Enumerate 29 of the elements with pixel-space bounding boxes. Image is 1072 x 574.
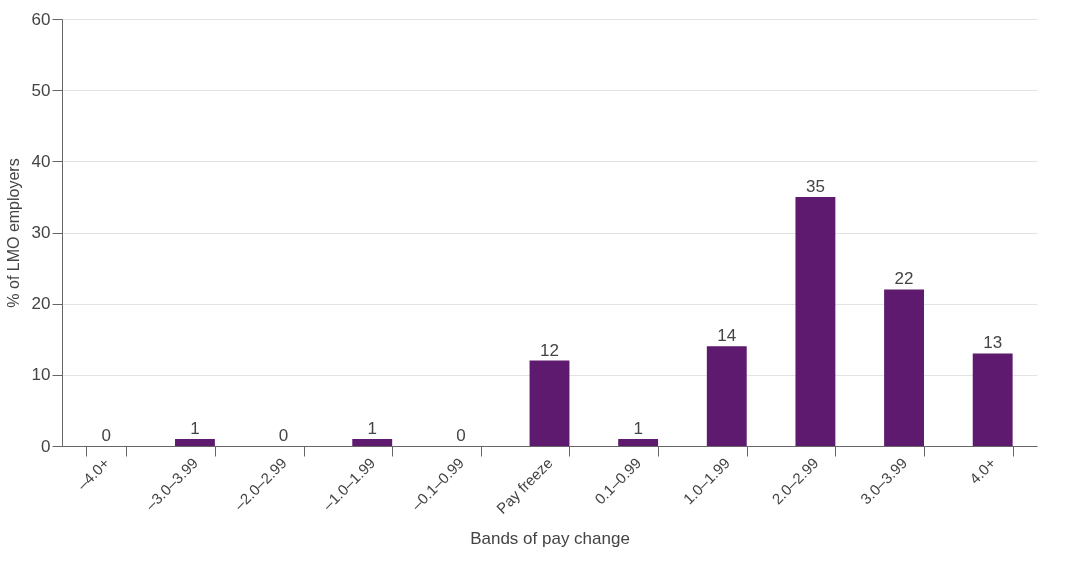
bar [884,289,924,446]
data-label: 12 [540,340,559,360]
x-tick-label: 4.0+ [965,453,999,488]
data-label: 0 [278,426,289,445]
data-label: 0 [456,426,466,445]
y-axis-title: % of LMO employers [4,158,22,308]
data-label: 22 [894,269,914,289]
data-label: 1 [633,418,643,438]
y-tick-label: 40 [31,151,51,171]
y-tick-label: 10 [31,365,51,385]
y-tick-label: 20 [31,294,51,314]
bar [706,346,747,446]
data-label: 13 [983,333,1003,353]
data-label: 1 [367,418,377,438]
data-label: 14 [717,326,737,346]
bar [795,196,836,446]
bar [175,438,215,446]
bar [972,353,1013,446]
x-axis-title: Bands of pay change [470,528,630,548]
y-tick-label: 0 [41,436,51,456]
y-tick-label: 50 [31,80,51,100]
data-label: 35 [805,176,825,196]
bar [352,438,393,446]
data-label: 1 [190,418,200,438]
y-tick-label: 60 [31,9,51,29]
data-label: 0 [101,426,112,445]
y-tick-label: 30 [31,223,51,242]
bar [618,438,659,446]
bar [529,360,570,446]
